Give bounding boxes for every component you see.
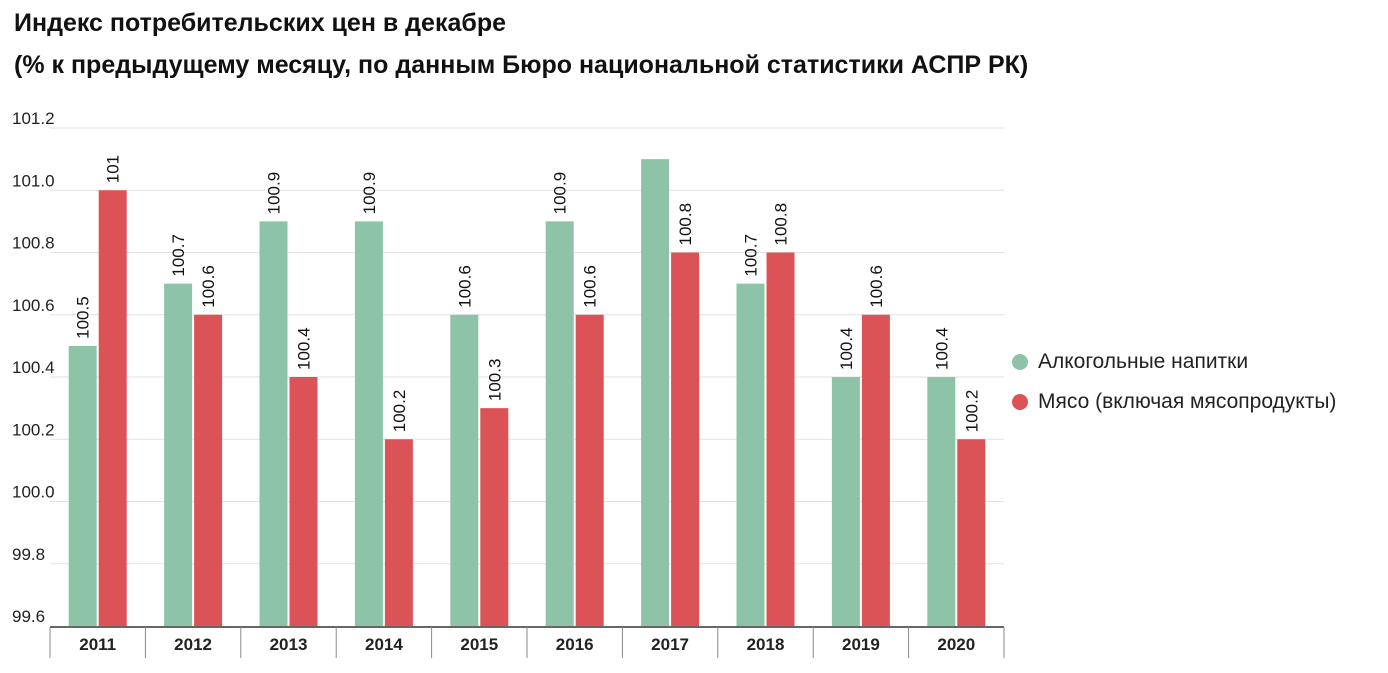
bar-value-label: 100.9 [360,172,379,215]
y-tick-label: 99.8 [12,545,45,564]
bar-meat [575,314,604,626]
x-tick-label: 2011 [79,635,116,654]
bar-value-label: 100.2 [390,390,409,433]
bar-value-label: 101 [104,155,123,183]
y-tick-label: 100.8 [12,234,55,253]
y-tick-label: 100.4 [12,358,55,377]
bar-alcohol [68,345,97,626]
y-tick-label: 99.6 [12,607,45,626]
y-tick-label: 100.2 [12,420,55,439]
bar-meat [194,314,223,626]
bar-meat [480,408,509,626]
legend: Алкогольные напитки Мясо (включая мясопр… [1012,342,1336,422]
legend-swatch-alcohol [1012,354,1028,370]
bar-alcohol [641,159,670,626]
bar-value-label: 100.6 [455,265,474,308]
x-tick-label: 2017 [651,635,689,654]
bar-value-label: 100.6 [867,265,886,308]
x-tick-label: 2020 [937,635,975,654]
bar-alcohol [736,283,765,626]
bar-value-label: 100.4 [295,327,314,370]
bar-alcohol [354,221,383,626]
bar-value-label: 100.7 [742,234,761,277]
bar-meat [289,377,318,626]
bar-alcohol [545,221,574,626]
bar-value-label: 100.6 [581,265,600,308]
bar-meat [861,314,890,626]
y-tick-label: 101.2 [12,109,55,128]
bar-value-label: 100.2 [962,390,981,433]
x-tick-label: 2014 [365,635,403,654]
y-tick-label: 101.0 [12,171,55,190]
legend-swatch-meat [1012,394,1028,410]
legend-label-alcohol: Алкогольные напитки [1038,350,1249,373]
bar-value-label: 100.6 [199,265,218,308]
y-tick-label: 100.0 [12,483,55,502]
bar-value-label: 100.4 [837,327,856,370]
bar-value-label: 100.9 [265,172,284,215]
bar-meat [957,439,986,626]
bar-value-label: 100.7 [169,234,188,277]
bar-alcohol [450,314,479,626]
x-tick-label: 2016 [556,635,594,654]
x-tick-label: 2012 [174,635,212,654]
x-tick-label: 2018 [747,635,785,654]
bar-value-label: 100.8 [772,203,791,246]
x-tick-label: 2015 [460,635,498,654]
bar-alcohol [259,221,288,626]
bar-value-label: 100.5 [74,296,93,339]
bar-value-label: 100.3 [485,359,504,402]
legend-item-alcohol[interactable]: Алкогольные напитки [1012,342,1336,382]
bar-meat [766,252,795,626]
y-tick-label: 100.6 [12,296,55,315]
bar-meat [671,252,700,626]
legend-label-meat: Мясо (включая мясопродукты) [1038,390,1337,413]
chart-subtitle: (% к предыдущему месяцу, по данным Бюро … [14,51,1029,79]
chart-title: Индекс потребительских цен в декабре [14,9,506,37]
bar-value-label: 100.8 [676,203,695,246]
x-tick-label: 2019 [842,635,880,654]
bar-meat [98,190,127,626]
bar-alcohol [927,377,956,626]
x-tick-label: 2013 [270,635,308,654]
bar-meat [384,439,413,626]
bar-value-label: 100.9 [551,172,570,215]
bar-alcohol [164,283,193,626]
bar-alcohol [831,377,860,626]
legend-item-meat[interactable]: Мясо (включая мясопродукты) [1012,382,1336,422]
bar-value-label: 100.4 [932,327,951,370]
